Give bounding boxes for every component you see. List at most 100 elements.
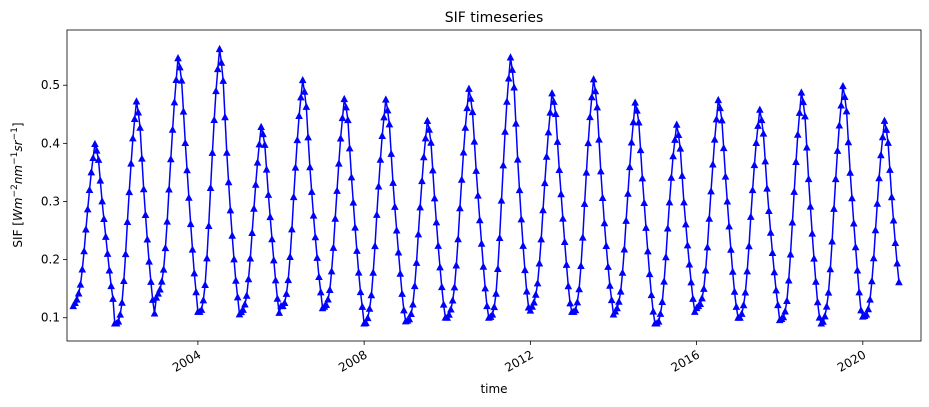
sif-data-point <box>880 116 889 124</box>
sif-data-point <box>181 138 190 147</box>
sif-data-point <box>307 187 316 195</box>
sif-data-point <box>746 212 755 220</box>
sif-data-point <box>844 138 853 146</box>
sif-data-point <box>564 282 573 290</box>
sif-data-point <box>546 108 555 116</box>
sif-data-point <box>148 295 157 303</box>
sif-data-point <box>154 289 162 297</box>
sif-data-point <box>221 113 229 121</box>
sif-data-point <box>407 309 415 317</box>
sif-data-point <box>681 220 690 228</box>
sif-data-point <box>544 128 553 136</box>
sif-data-point <box>642 223 650 231</box>
sif-data-point <box>889 216 898 224</box>
sif-data-point <box>878 133 887 141</box>
sif-data-point <box>392 226 401 234</box>
sif-data-point <box>145 257 153 265</box>
y-tick-label: 0.4 <box>41 136 60 150</box>
sif-data-point <box>582 168 591 176</box>
sif-data-point <box>161 243 170 252</box>
sif-data-point <box>578 233 587 241</box>
sif-data-point <box>428 166 437 174</box>
sif-data-point <box>848 194 856 202</box>
sif-data-point <box>716 103 724 112</box>
sif-data-point <box>573 298 582 306</box>
sif-data-point <box>136 123 144 131</box>
sif-data-point <box>710 135 719 143</box>
sif-data-point <box>797 88 806 96</box>
sif-data-point <box>575 285 583 293</box>
sif-data-point <box>183 166 191 174</box>
sif-data-point <box>709 160 717 168</box>
sif-data-point <box>447 305 455 313</box>
sif-data-point <box>557 190 565 198</box>
sif-data-point <box>217 58 226 66</box>
sif-data-point <box>768 248 777 256</box>
sif-data-point <box>494 264 502 272</box>
sif-data-point <box>293 135 302 144</box>
sif-data-point <box>497 196 506 204</box>
sif-data-point <box>851 243 860 251</box>
sif-data-point <box>530 298 538 306</box>
sif-data-point <box>714 95 723 104</box>
sif-data-point <box>190 269 199 277</box>
sif-data-point <box>226 206 235 214</box>
sif-data-point <box>215 44 224 53</box>
sif-data-point <box>345 144 354 152</box>
sif-data-point <box>627 138 636 146</box>
sif-data-point <box>432 218 441 226</box>
sif-data-point <box>866 295 874 303</box>
sif-data-point <box>264 190 273 198</box>
sif-data-point <box>199 296 208 304</box>
sif-data-point <box>730 287 739 295</box>
sif-data-point <box>271 276 280 284</box>
sif-data-point <box>179 107 188 115</box>
y-axis-title-part: −1 <box>10 152 20 165</box>
sif-data-point <box>580 199 589 207</box>
sif-data-point <box>737 309 746 317</box>
sif-data-point <box>620 245 629 253</box>
y-axis-title-part: sr <box>11 139 25 151</box>
sif-data-point <box>273 294 282 302</box>
sif-data-point <box>783 296 791 304</box>
sif-data-point <box>322 300 330 308</box>
sif-data-point <box>869 254 878 262</box>
sif-data-point <box>634 118 643 126</box>
sif-data-point <box>421 134 430 142</box>
sif-data-point <box>304 133 312 141</box>
sif-data-point <box>831 174 840 183</box>
sif-data-point <box>246 254 255 262</box>
x-tick-label: 2008 <box>336 347 369 374</box>
sif-data-point <box>784 276 793 284</box>
sif-data-point <box>470 137 479 145</box>
y-axis-title-part: ] <box>11 122 25 127</box>
sif-data-point <box>121 249 130 258</box>
sif-data-point <box>241 300 249 308</box>
sif-data-point <box>177 76 186 84</box>
sif-data-point <box>83 205 92 213</box>
sif-data-point <box>147 277 155 285</box>
sif-data-point <box>309 211 318 219</box>
sif-data-point <box>118 298 126 306</box>
sif-data-point <box>515 185 524 194</box>
sif-data-point <box>94 155 103 163</box>
sif-data-point <box>168 125 177 133</box>
sif-data-point <box>141 210 150 218</box>
sif-data-point <box>833 146 842 154</box>
sif-data-point <box>774 300 782 309</box>
sif-data-point <box>454 235 462 243</box>
sif-data-point <box>382 95 390 103</box>
sif-data-point <box>260 140 269 148</box>
sif-data-point <box>239 305 247 313</box>
sif-data-point <box>188 245 197 253</box>
sif-data-point <box>649 307 658 315</box>
sif-data-point <box>409 300 417 308</box>
sif-data-point <box>367 291 376 299</box>
sif-data-point <box>522 287 531 295</box>
sif-data-point <box>456 204 464 212</box>
sif-data-point <box>132 97 141 105</box>
sif-data-point <box>624 189 632 197</box>
sif-data-point <box>698 294 706 302</box>
sif-data-point <box>242 291 251 299</box>
sif-data-point <box>479 262 488 270</box>
